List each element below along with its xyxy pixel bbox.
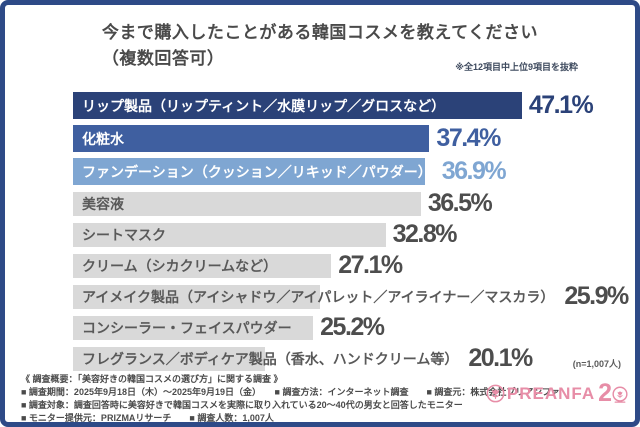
bar-fill xyxy=(73,346,265,371)
footer-line-period-method-source: ■ 調査期間：2025年9月18日（木）～2025年9月19日（金） ■ 調査方… xyxy=(21,387,560,397)
bar-fill xyxy=(73,158,425,185)
header: 今まで購入したことがある韓国コスメを教えてください （複数回答可） xyxy=(5,20,635,72)
bar: 美容液 xyxy=(73,191,421,216)
title-line-1: 今まで購入したことがある韓国コスメを教えてください xyxy=(101,23,539,42)
horizontal-bar-chart: リップ製品（リップティント／水膜リップ／グロスなど） 47.1% 化粧水 37.4% フ… xyxy=(73,92,629,377)
bar-value-label: 25.2% xyxy=(320,313,385,341)
survey-overview-footer: 《 調査概要：「美容好きの韓国コスメの選び方」に関する調査 》 ■ 調査期間：2… xyxy=(21,373,627,423)
bar-category-label: シートマスク xyxy=(82,226,166,243)
bar: コンシーラー・フェイスパウダー xyxy=(73,315,314,340)
bar-fill xyxy=(73,253,332,278)
bar: アイメイク製品（アイシャドウ／アイパレット／アイライナー／マスカラ） xyxy=(73,284,557,309)
bar-fill xyxy=(73,284,320,309)
bar-row: 化粧水 37.4% xyxy=(73,125,627,152)
bar-value-label: 25.9% xyxy=(564,282,629,310)
bar-category-label: ファンデーション（クッション／リキッド／パウダー） xyxy=(82,163,432,180)
bar: 化粧水 xyxy=(73,125,430,152)
footer-line-overview: 《 調査概要：「美容好きの韓国コスメの選び方」に関する調査 》 xyxy=(21,374,283,384)
title-line-2: （複数回答可） xyxy=(101,49,225,68)
bar-row: クリーム（シカクリームなど） 27.1% xyxy=(73,253,627,278)
bar-fill xyxy=(73,315,314,340)
bar-value-label: 32.8% xyxy=(392,220,458,248)
bar-fill xyxy=(73,222,386,247)
bar: ファンデーション（クッション／リキッド／パウダー） xyxy=(73,158,435,185)
bar-value-label: 36.9% xyxy=(441,157,507,185)
bar-row: フレグランス／ボディケア製品（香水、ハンドクリーム等） 20.1% xyxy=(73,346,627,371)
bar-row: シートマスク 32.8% xyxy=(73,222,627,247)
bar-fill xyxy=(73,92,522,119)
bar-fill xyxy=(73,125,430,152)
anniversary-flower-badge-icon xyxy=(612,386,628,403)
bar-row: コンシーラー・フェイスパウダー 25.2% xyxy=(73,315,627,340)
bar-category-label: コンシーラー・フェイスパウダー xyxy=(82,319,292,336)
bar: シートマスク xyxy=(73,222,386,247)
bar-value-label: 37.4% xyxy=(436,124,501,152)
page-title: 今まで購入したことがある韓国コスメを教えてください （複数回答可） xyxy=(102,20,538,72)
bar-value-label: 36.5% xyxy=(427,189,493,217)
bar-category-label: 美容液 xyxy=(82,195,124,212)
bar-category-label: フレグランス／ボディケア製品（香水、ハンドクリーム等） xyxy=(82,350,459,367)
sample-size-label: (n=1,007人) xyxy=(572,359,621,369)
footer-line-monitor-count: ■ モニター提供元：PRIZMAリサーチ ■ 調査人数：1,007人 xyxy=(21,413,274,423)
extraction-note: ※全12項目中上位9項目を抜粋 xyxy=(455,62,578,72)
bar-category-label: リップ製品（リップティント／水膜リップ／グロスなど） xyxy=(82,97,446,114)
bar-fill xyxy=(73,191,421,216)
preanfa-logo: PREANFA 2 xyxy=(486,379,629,407)
bar-category-label: クリーム（シカクリームなど） xyxy=(82,257,278,274)
anniversary-20-mark: 2 xyxy=(598,379,629,407)
bar-row: アイメイク製品（アイシャドウ／アイパレット／アイライナー／マスカラ） 25.9% xyxy=(73,282,629,310)
logo-brand-text: PREANFA xyxy=(506,384,596,404)
anniversary-digit-2: 2 xyxy=(598,379,612,407)
tulip-circle-icon xyxy=(486,384,505,403)
bar: フレグランス／ボディケア製品（香水、ハンドクリーム等） xyxy=(73,346,461,371)
footer-line-target: ■ 調査対象：調査回答時に美容好きで韓国コスメを実際に取り入れている20～40代… xyxy=(21,400,463,410)
bar-row: ファンデーション（クッション／リキッド／パウダー） 36.9% xyxy=(73,158,627,185)
bar: リップ製品（リップティント／水膜リップ／グロスなど） xyxy=(73,92,522,119)
bar-row: リップ製品（リップティント／水膜リップ／グロスなど） 47.1% xyxy=(73,92,627,119)
bar-category-label: アイメイク製品（アイシャドウ／アイパレット／アイライナー／マスカラ） xyxy=(82,288,555,305)
bar-value-label: 27.1% xyxy=(338,251,403,279)
bar: クリーム（シカクリームなど） xyxy=(73,253,332,278)
bar-row: 美容液 36.5% xyxy=(73,191,627,216)
bar-value-label: 47.1% xyxy=(528,91,594,119)
bar-value-label: 20.1% xyxy=(468,344,533,372)
bar-category-label: 化粧水 xyxy=(82,130,124,147)
